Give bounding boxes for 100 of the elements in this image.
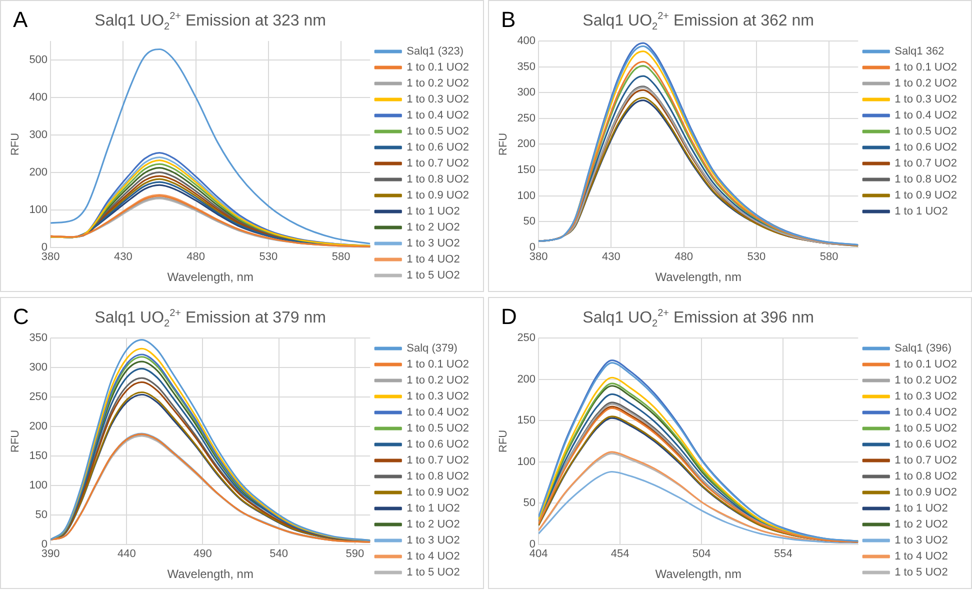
x-tick-label: 580 [820, 251, 838, 264]
legend-label: 1 to 0.5 UO2 [406, 126, 470, 138]
x-tick-label: 380 [529, 251, 548, 264]
y-tick-label: 250 [517, 112, 536, 124]
x-tick-label: 480 [186, 251, 205, 264]
legend-label: 1 to 0.1 UO2 [894, 62, 958, 74]
legend-label: 1 to 2 UO2 [406, 518, 460, 531]
y-tick-label: 50 [523, 216, 536, 228]
y-tick-label: 200 [517, 138, 536, 150]
legend-label: 1 to 0.9 UO2 [406, 190, 470, 202]
legend-label: 1 to 0.2 UO2 [894, 78, 958, 90]
y-tick-label: 150 [517, 164, 536, 176]
y-tick-label: 0 [41, 241, 48, 254]
legend-label: 1 to 0.2 UO2 [894, 374, 958, 387]
y-axis-title: RFU [10, 132, 22, 156]
legend-label: 1 to 0.6 UO2 [406, 142, 470, 154]
legend-label: 1 to 0.5 UO2 [894, 422, 958, 435]
x-tick-label: 530 [259, 251, 278, 264]
legend-label: 1 to 0.5 UO2 [894, 126, 958, 138]
x-tick-label: 430 [114, 251, 132, 264]
chart-title: Salq1 UO$_{2}$$^{2+}$ Emission at 323 nm [94, 11, 327, 33]
legend-label: 1 to 0.4 UO2 [894, 406, 958, 419]
legend-label: 1 to 0.2 UO2 [406, 78, 470, 90]
legend-label: 1 to 0.8 UO2 [406, 470, 470, 483]
chart-title: Salq1 UO$_{2}$$^{2+}$ Emission at 362 nm [582, 11, 815, 33]
legend-label: 1 to 4 UO2 [894, 550, 948, 563]
text: A [13, 7, 28, 33]
x-tick-label: 580 [332, 251, 350, 264]
legend-label: 1 to 2 UO2 [894, 518, 948, 531]
legend-label: 1 to 0.3 UO2 [406, 390, 470, 403]
legend-label: 1 to 0.1 UO2 [406, 62, 470, 74]
legend-label: 1 to 0.4 UO2 [406, 110, 470, 122]
y-tick-label: 300 [517, 86, 536, 99]
x-tick-label: 554 [774, 548, 792, 560]
legend-label: 1 to 0.1 UO2 [406, 358, 470, 371]
x-tick-label: 454 [610, 548, 630, 560]
chart-title: Salq1 UO$_{2}$$^{2+}$ Emission at 379 nm [94, 308, 327, 330]
legend-label: 1 to 2 UO2 [406, 222, 460, 234]
y-tick-label: 500 [29, 54, 48, 66]
legend-label: 1 to 0.8 UO2 [894, 174, 958, 186]
y-axis-title: RFU [498, 430, 510, 453]
legend-label: 1 to 0.8 UO2 [894, 470, 958, 483]
x-tick-label: 480 [674, 251, 693, 264]
chart-title: Salq1 UO$_{2}$$^{2+}$ Emission at 396 nm [582, 308, 815, 330]
y-tick-label: 200 [29, 420, 48, 432]
legend-label: 1 to 4 UO2 [406, 550, 460, 563]
y-tick-label: 250 [517, 332, 536, 344]
legend-label: 1 to 1 UO2 [406, 502, 460, 515]
legend-label: 1 to 5 UO2 [406, 270, 460, 282]
x-tick-label: 390 [41, 548, 60, 560]
legend-label: 1 to 1 UO2 [406, 206, 460, 218]
x-tick-label: 530 [747, 251, 766, 264]
legend-label: 1 to 3 UO2 [406, 534, 460, 547]
x-tick-label: 404 [529, 548, 548, 560]
x-tick-label: 380 [41, 251, 60, 264]
text: D [501, 304, 517, 330]
legend-label: Salq1 (323) [406, 46, 464, 58]
legend-label: 1 to 1 UO2 [894, 206, 948, 218]
legend-label: 1 to 0.4 UO2 [406, 406, 470, 419]
x-axis-title: Wavelength, nm [655, 567, 742, 582]
legend-label: 1 to 0.3 UO2 [406, 94, 470, 106]
y-tick-label: 50 [35, 508, 48, 521]
legend-label: 1 to 5 UO2 [406, 566, 460, 579]
legend-label: 1 to 0.7 UO2 [894, 158, 958, 170]
legend-label: 1 to 0.7 UO2 [406, 454, 470, 467]
legend-label: 1 to 0.5 UO2 [406, 422, 470, 435]
legend-label: 1 to 0.9 UO2 [894, 190, 958, 202]
x-tick-label: 540 [270, 548, 288, 560]
y-tick-label: 0 [529, 241, 536, 254]
y-axis-title: RFU [10, 430, 22, 453]
y-tick-label: 400 [29, 91, 48, 104]
legend-label: 1 to 5 UO2 [894, 566, 948, 579]
y-tick-label: 200 [29, 166, 48, 178]
legend-label: 1 to 0.1 UO2 [894, 358, 958, 371]
y-tick-label: 300 [29, 362, 48, 374]
x-tick-label: 504 [692, 548, 711, 560]
y-tick-label: 100 [29, 479, 48, 492]
y-axis-title: RFU [498, 132, 510, 156]
x-tick-label: 490 [194, 548, 212, 560]
x-axis-title: Wavelength, nm [167, 270, 254, 284]
legend-label: 1 to 0.9 UO2 [894, 486, 958, 499]
y-tick-label: 350 [517, 60, 536, 73]
x-axis-title: Wavelength, nm [167, 567, 254, 582]
x-tick-label: 430 [602, 251, 620, 264]
legend-label: 1 to 3 UO2 [406, 238, 460, 250]
legend-label: 1 to 0.4 UO2 [894, 110, 958, 122]
y-tick-label: 150 [29, 450, 48, 462]
y-tick-label: 100 [517, 190, 536, 202]
legend-label: 1 to 0.2 UO2 [406, 374, 470, 387]
legend-label: 1 to 0.6 UO2 [894, 142, 958, 154]
y-tick-label: 300 [29, 128, 48, 141]
legend-label: 1 to 0.7 UO2 [406, 158, 470, 170]
y-tick-label: 400 [517, 35, 536, 48]
legend-label: 1 to 4 UO2 [406, 254, 460, 266]
y-tick-label: 100 [517, 456, 536, 468]
legend-label: 1 to 0.6 UO2 [406, 438, 470, 451]
y-tick-label: 350 [29, 332, 48, 344]
legend-label: 1 to 0.3 UO2 [894, 94, 958, 106]
y-tick-label: 250 [29, 391, 48, 404]
y-tick-label: 150 [517, 414, 536, 427]
